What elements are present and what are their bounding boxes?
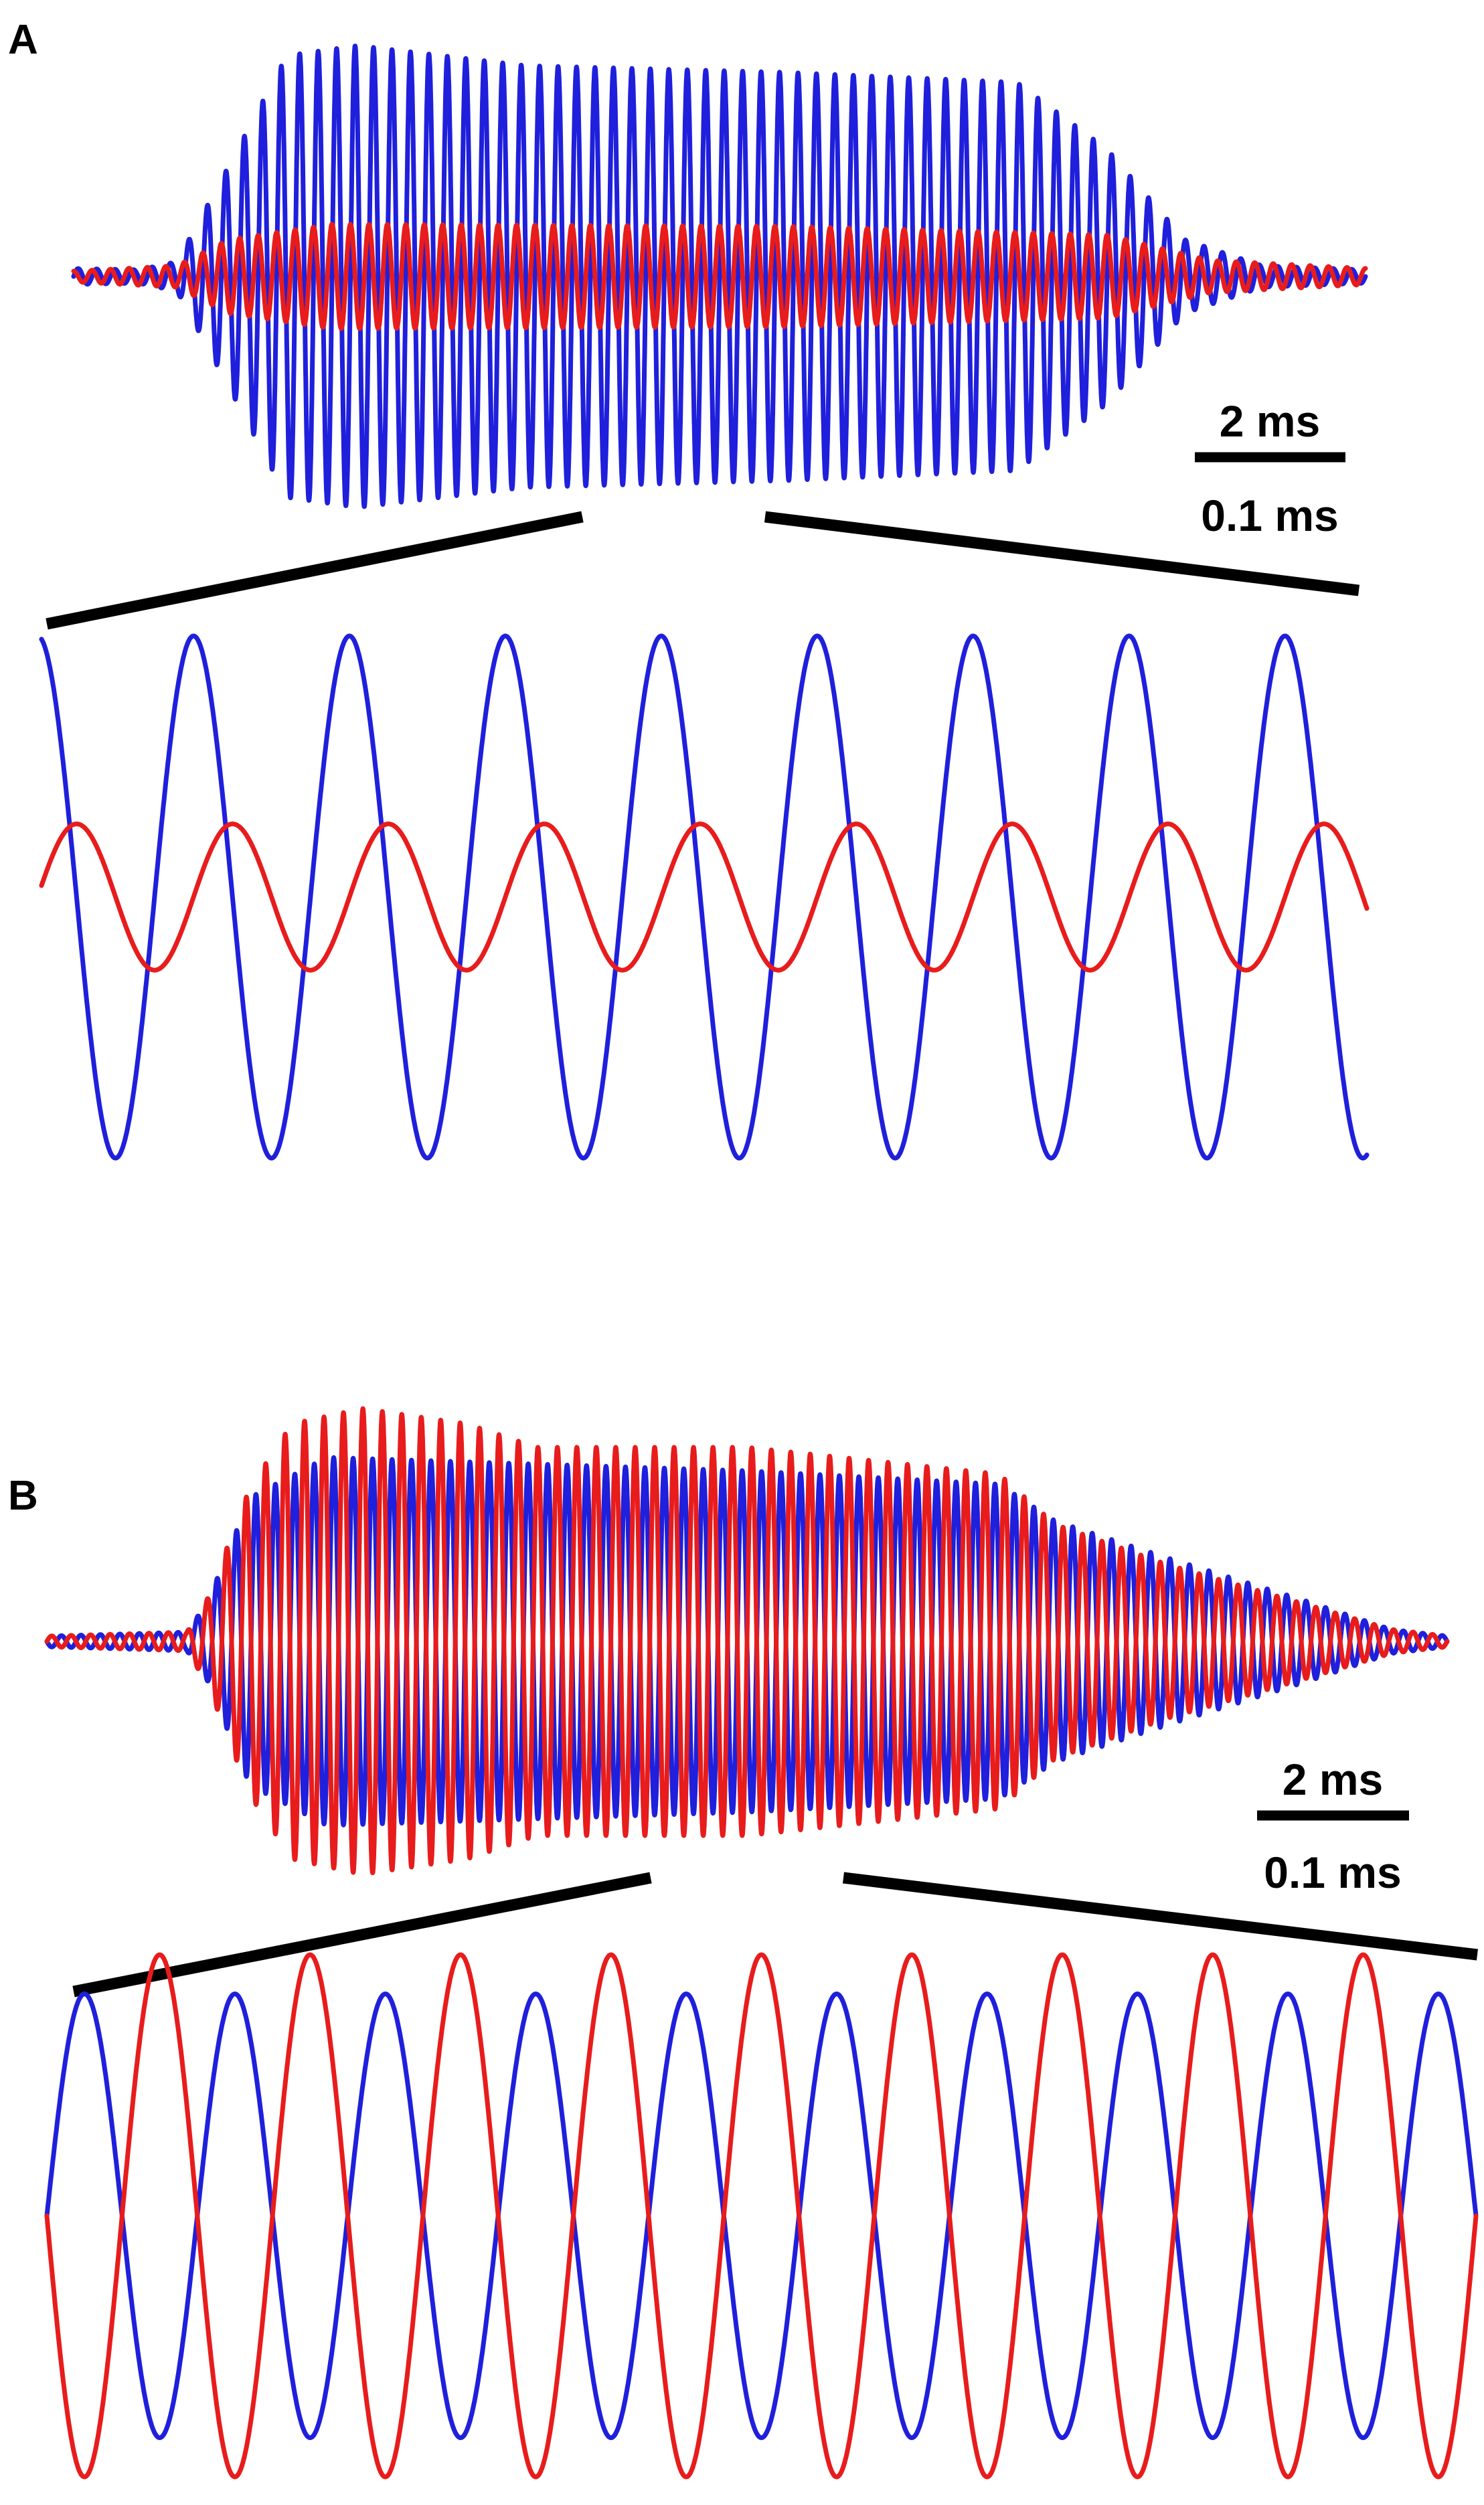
panel-b-zoom-line-left [72, 1872, 652, 1998]
panel-a-zoom-line-right [764, 511, 1360, 596]
panel-b-overview-red-trace [44, 1406, 1450, 1876]
panel-b-scale-label-zoom: 0.1 ms [1264, 1848, 1401, 1897]
panel-b-zoom-red-trace [44, 1952, 1479, 2480]
panel-a-zoom-line-left [46, 511, 584, 630]
panel-a-zoom-red-trace [39, 821, 1370, 973]
panel-a-letter: A [8, 17, 38, 63]
panel-b-zoom-blue-trace [44, 1992, 1479, 2440]
panel-b-letter: B [8, 1473, 38, 1519]
panel-a-scale-label-overview: 2 ms [1220, 396, 1320, 446]
panel-b-zoom-line-right [842, 1872, 1479, 1961]
panel-b-scale-label-overview: 2 ms [1283, 1755, 1383, 1804]
panel-a-overview-red-trace [71, 222, 1368, 331]
panel-b: B 2 ms 0.1 ms [8, 1406, 1479, 2480]
panel-a-scale-label-zoom: 0.1 ms [1201, 491, 1338, 540]
panel-a-zoom-blue-trace [39, 633, 1370, 1161]
panel-a: A 2 ms 0.1 ms [8, 17, 1370, 1161]
panel-a-overview-blue-trace [71, 44, 1368, 509]
